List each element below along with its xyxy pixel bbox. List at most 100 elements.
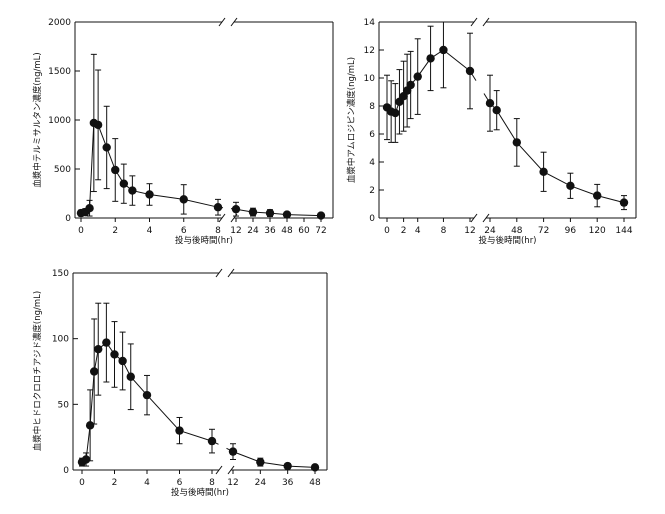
data-point [128, 186, 137, 195]
data-point [102, 338, 111, 347]
x-tick-label: 12 [464, 226, 475, 236]
x-tick-label: 12 [227, 478, 238, 488]
data-point [539, 167, 548, 176]
x-tick-label: 0 [78, 226, 84, 236]
series-line [489, 102, 625, 204]
x-tick-label: 72 [538, 226, 549, 236]
y-tick-label: 0 [63, 466, 69, 476]
y-tick-label: 0 [369, 214, 375, 224]
data-point [485, 99, 495, 108]
x-tick-label: 4 [144, 478, 150, 488]
data-point [81, 455, 91, 464]
data-point [111, 165, 120, 175]
top-axis-break-mark [218, 17, 226, 27]
x-tick-label: 0 [384, 226, 390, 236]
y-tick-label: 1000 [48, 116, 71, 126]
x-tick-label: 0 [79, 478, 85, 488]
y-tick-label: 14 [364, 18, 376, 28]
x-tick-label: 12 [230, 226, 241, 236]
data-point [213, 203, 223, 212]
data-point [85, 204, 94, 213]
data-point [492, 106, 501, 115]
x-tick-label: 8 [209, 478, 215, 488]
y-tick-label: 150 [52, 269, 69, 279]
data-point [316, 211, 326, 220]
x-tick-label: 8 [215, 226, 221, 236]
x-tick-label: 8 [441, 226, 447, 236]
y-tick-label: 8 [369, 102, 375, 112]
x-tick-label: 48 [281, 226, 293, 236]
x-tick-label: 48 [309, 478, 321, 488]
y-axis-label: 血漿中アムロジピン濃度(ng/mL) [346, 57, 357, 183]
data-point [406, 80, 415, 90]
y-tick-label: 1500 [48, 67, 71, 77]
x-tick-label: 4 [147, 226, 153, 236]
data-point [145, 190, 154, 199]
x-tick-label: 36 [282, 478, 294, 488]
x-tick-label: 24 [255, 478, 267, 488]
data-point [512, 138, 521, 147]
x-tick-label: 2 [112, 478, 118, 488]
x-tick-label: 2 [401, 226, 407, 236]
y-tick-label: 500 [54, 165, 71, 175]
data-point [231, 204, 241, 214]
data-point [85, 421, 95, 430]
data-point [566, 181, 575, 190]
x-axis-label: 投与後時間(hr) [171, 487, 229, 498]
top-axis-break-mark [227, 268, 235, 278]
x-axis-label: 投与後時間(hr) [175, 235, 233, 246]
x-tick-label: 4 [415, 226, 421, 236]
data-point [126, 372, 135, 381]
series-line [232, 451, 316, 468]
data-point [248, 207, 258, 217]
data-point [89, 367, 99, 376]
data-point [118, 356, 127, 366]
data-point [179, 195, 188, 204]
y-tick-label: 0 [65, 214, 71, 224]
data-point [207, 436, 217, 446]
data-point [465, 66, 475, 76]
y-tick-label: 12 [364, 46, 375, 56]
x-tick-label: 6 [177, 478, 183, 488]
data-point [228, 447, 238, 456]
data-point [102, 143, 111, 152]
y-tick-label: 100 [52, 335, 69, 345]
top-axis-break-mark [215, 268, 223, 278]
top-axis-break-mark [482, 17, 490, 27]
x-axis-break-mark [470, 213, 478, 223]
data-point [619, 198, 629, 207]
data-point [256, 457, 265, 467]
data-point [391, 108, 400, 118]
top-axis-break-mark [230, 17, 238, 27]
x-tick-label: 24 [247, 226, 259, 236]
data-point [110, 350, 119, 359]
x-tick-label: 2 [112, 226, 118, 236]
data-point [426, 54, 435, 63]
x-tick-label: 24 [484, 226, 496, 236]
x-axis-break-mark [218, 213, 226, 223]
data-point [283, 461, 292, 471]
x-tick-label: 48 [511, 226, 523, 236]
x-axis-break-mark [482, 213, 490, 223]
y-tick-label: 4 [369, 158, 375, 168]
x-tick-label: 72 [315, 226, 326, 236]
data-point [439, 45, 448, 55]
x-tick-label: 60 [298, 226, 310, 236]
y-axis-label: 血漿中ヒドロクロロチアジド濃度(ng/mL) [32, 291, 43, 451]
x-tick-label: 36 [264, 226, 276, 236]
data-point [310, 463, 320, 472]
y-tick-label: 50 [58, 400, 70, 410]
data-point [142, 390, 152, 400]
y-tick-label: 6 [369, 130, 375, 140]
data-point [282, 210, 292, 219]
data-point [175, 426, 184, 435]
y-tick-label: 2000 [48, 18, 71, 28]
x-axis-break-mark [227, 465, 235, 475]
series-line [235, 208, 322, 217]
data-point [593, 191, 602, 200]
data-point [413, 72, 422, 81]
